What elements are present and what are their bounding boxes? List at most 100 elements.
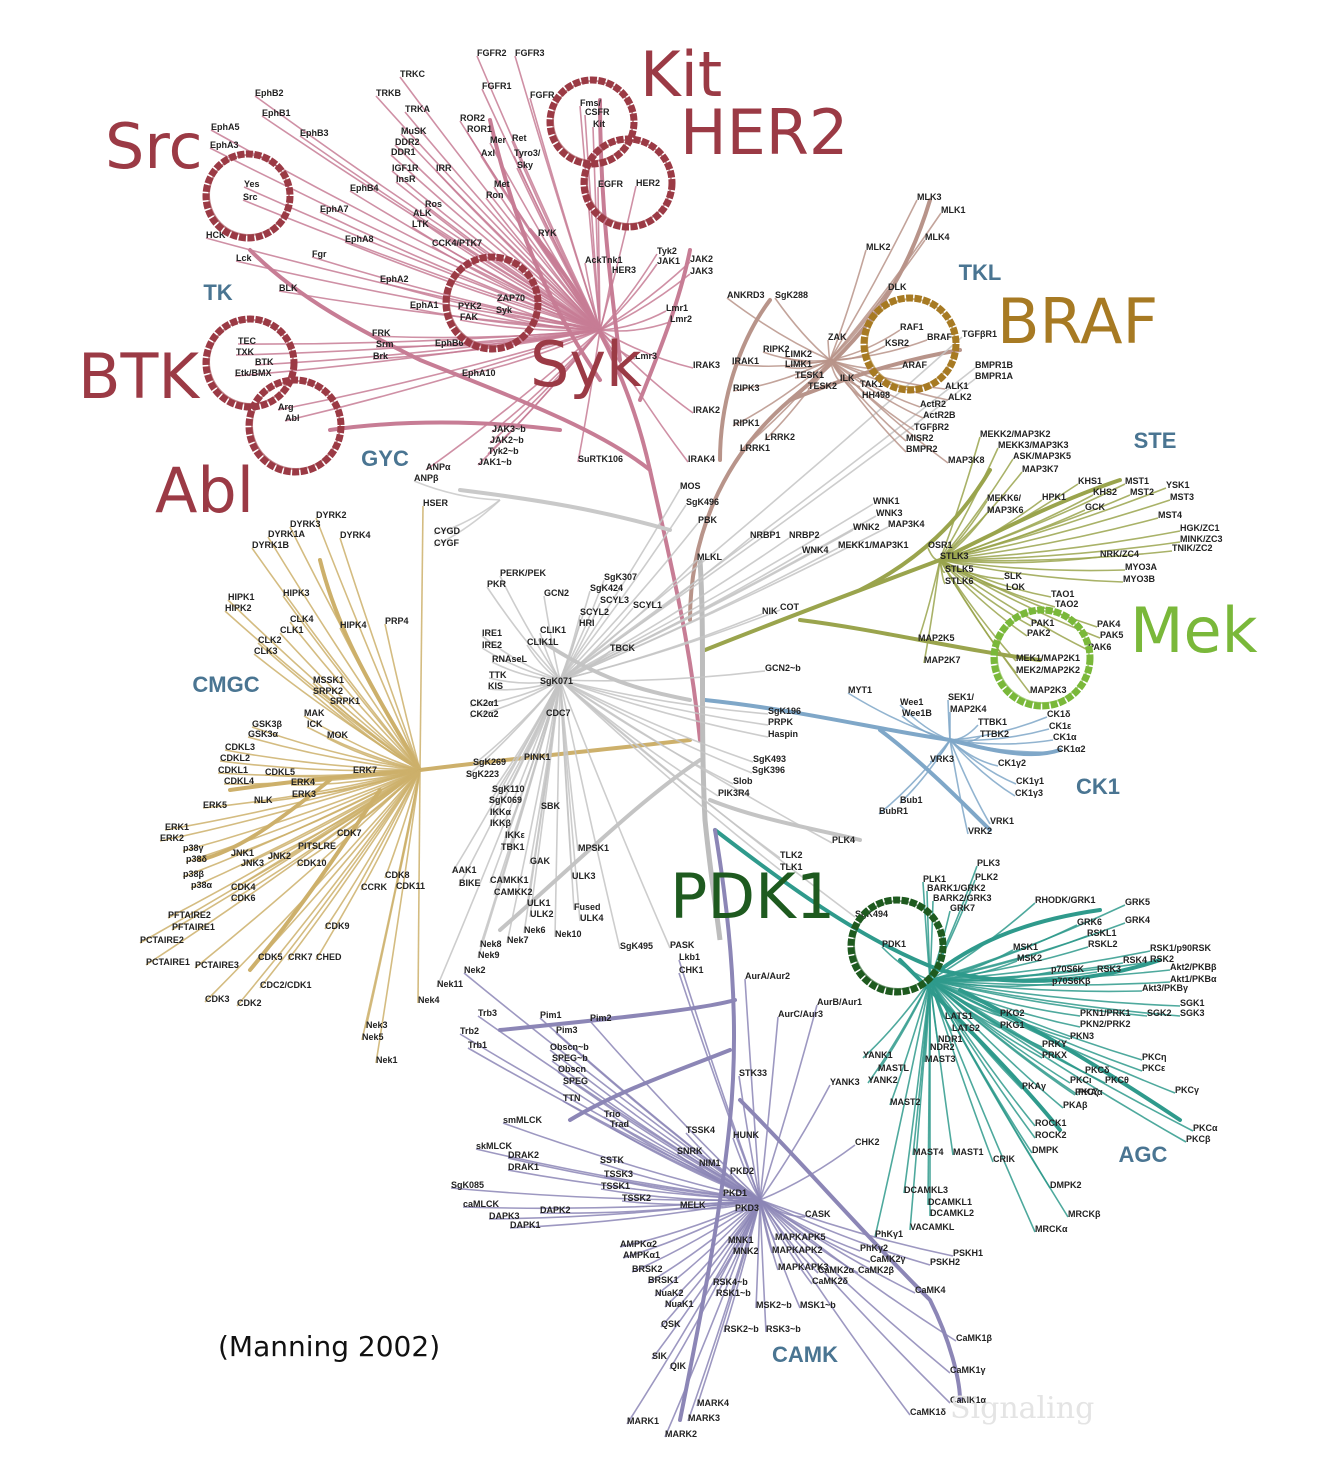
kinase-label: FGFR: [530, 90, 555, 100]
kinase-label: MSK1~b: [800, 1300, 836, 1310]
kinase-label: p38γ: [183, 843, 204, 853]
kinase-label: SCYL1: [633, 600, 662, 610]
kinase-label: InsR: [396, 174, 416, 184]
kinase-label: TTN: [563, 1093, 581, 1103]
abl-highlight-circle: [245, 376, 345, 476]
kinase-label: HER3: [612, 265, 636, 275]
kinase-label: CRIK: [993, 1154, 1015, 1164]
kinase-label: HIPK1: [228, 592, 255, 602]
kinase-label: PBK: [698, 515, 718, 525]
kinase-label: PCTAIRE1: [146, 957, 190, 967]
kinase-label: RNAseL: [492, 654, 528, 664]
kinase-label: TTBK2: [980, 729, 1009, 739]
kinase-label: TGFβR1: [962, 329, 997, 339]
kinase-label: Syk: [496, 305, 513, 315]
group-label-gyc: GYC: [361, 446, 409, 471]
kinase-label: CHED: [316, 952, 342, 962]
kinase-label: PAK1: [1031, 618, 1054, 628]
kinase-label: CLK4: [290, 614, 314, 624]
kinase-label: BTK: [255, 357, 274, 367]
kinase-label: NDR1: [938, 1034, 963, 1044]
kinase-label: ALK: [413, 208, 432, 218]
kinase-label: MYO3B: [1123, 574, 1156, 584]
kinase-label: MAST4: [913, 1147, 944, 1157]
kinase-label: Fgr: [312, 249, 327, 259]
kinase-label: Haspin: [768, 729, 798, 739]
kinase-label: Tyk2: [657, 246, 677, 256]
kinase-label: HRI: [579, 618, 595, 628]
kinase-label: SgK196: [768, 706, 801, 716]
kinase-label: EphA3: [210, 140, 239, 150]
kinase-label: EphA8: [345, 234, 374, 244]
kinase-label: PLK2: [975, 872, 998, 882]
kinase-label: EphB3: [300, 128, 329, 138]
btk-callout-label: BTK: [78, 340, 200, 413]
kinase-label: CK1γ1: [1016, 776, 1044, 786]
kinase-label: ANKRD3: [727, 290, 765, 300]
kinase-label: RSK3~b: [766, 1324, 801, 1334]
kinase-label: MYT1: [848, 685, 872, 695]
kinase-label: MEKK1/MAP3K1: [838, 540, 909, 550]
kinase-label: SPEG: [563, 1076, 588, 1086]
kinase-label: NRBP2: [789, 530, 820, 540]
kinase-label: LIMK2: [785, 349, 812, 359]
kinase-label: GSK3β: [252, 719, 283, 729]
kinase-label: Abl: [285, 413, 300, 423]
kinase-label: RSK2: [1150, 954, 1174, 964]
kinase-label: EphB4: [350, 183, 379, 193]
kinase-label: AMPKα2: [620, 1239, 657, 1249]
kinase-label: ZAK: [828, 332, 847, 342]
kinase-label: CaMK2γ: [870, 1254, 906, 1264]
kinase-label: BRSK2: [632, 1264, 663, 1274]
group-label-ck1: CK1: [1076, 774, 1120, 799]
kinase-label: MAP2K4: [950, 704, 987, 714]
kinase-label: SNRK: [677, 1146, 703, 1156]
kinase-label: IGF1R: [392, 163, 419, 173]
kinase-label: JAK3~b: [492, 424, 526, 434]
kinase-label: WNK4: [802, 545, 829, 555]
kinase-label: PKR: [487, 579, 507, 589]
kinase-label: MASTL: [878, 1063, 909, 1073]
kinase-label: LRRK1: [740, 443, 770, 453]
kinase-label: IKKβ: [490, 818, 511, 828]
kinase-label: MAPKAPK2: [772, 1245, 823, 1255]
kinase-label: DAPK2: [540, 1205, 571, 1215]
kinase-label: PAK6: [1088, 642, 1111, 652]
kinase-label: IKKα: [490, 807, 511, 817]
pdk1-highlight-ring: [853, 900, 943, 990]
kinase-label: SgK069: [489, 795, 522, 805]
her2-highlight-circle: [580, 135, 676, 231]
kinase-label: Wee1B: [902, 708, 932, 718]
kinase-label: MAST3: [925, 1054, 956, 1064]
kinase-label: PSKH2: [930, 1257, 960, 1267]
kinase-label: ULK3: [572, 871, 596, 881]
kinase-label: CK1α: [1053, 732, 1077, 742]
kinase-label: MISR2: [906, 433, 934, 443]
kinase-label: TXK: [236, 347, 255, 357]
kinase-label: SGK2: [1147, 1008, 1172, 1018]
kinase-label: NIM1: [699, 1158, 721, 1168]
kinase-label: CCRK: [361, 882, 387, 892]
kinase-label: SEK1/: [948, 692, 975, 702]
kinase-label: ROR2: [460, 113, 485, 123]
kinase-label: PKD1: [723, 1188, 747, 1198]
kinase-label: PFTAIRE1: [172, 922, 215, 932]
kinase-label: Trb2: [460, 1026, 479, 1036]
kinase-label: MST4: [1158, 510, 1182, 520]
kinase-label: PKD2: [730, 1166, 754, 1176]
kinase-label: SgK495: [620, 941, 653, 951]
kinase-label: CaMK1α: [950, 1395, 987, 1405]
kinase-label: Etk/BMX: [235, 368, 272, 378]
kinase-label: NuaK1: [665, 1299, 694, 1309]
kinase-label: VRK1: [990, 816, 1014, 826]
kinase-label: EphB1: [262, 108, 291, 118]
kinase-label: CYGF: [434, 538, 460, 548]
kinase-label: TBK1: [501, 842, 525, 852]
kinase-label: Tyro3/: [514, 148, 541, 158]
kinase-label: NRBP1: [750, 530, 781, 540]
kinase-label: PKCζ: [1075, 1087, 1098, 1097]
kinase-label: RIPK3: [733, 383, 760, 393]
kinase-label: CDKL4: [224, 776, 254, 786]
kinase-label: Nek3: [366, 1020, 388, 1030]
